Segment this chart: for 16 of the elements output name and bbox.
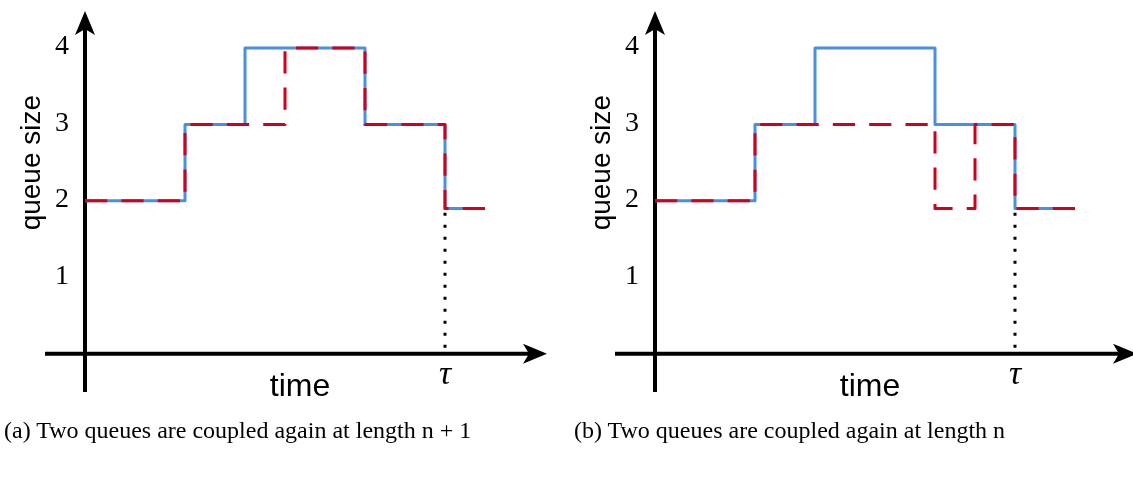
x-tick-label: τ (438, 353, 453, 391)
y-tick-label: 3 (55, 105, 69, 137)
x-axis-title: time (839, 366, 901, 403)
y-tick-label: 1 (55, 258, 69, 290)
y-axis-title: queue size (585, 94, 616, 231)
x-axis-title: time (269, 366, 331, 403)
text: (a) Two queues are coupled again at length n + 1 (4, 417, 472, 443)
y-tick-label: 2 (55, 182, 69, 214)
y-tick-label: 3 (625, 105, 639, 137)
y-tick-label: 4 (625, 29, 639, 61)
y-tick-label: 4 (55, 29, 69, 61)
y-axis-title: queue size (15, 94, 46, 231)
text: (b) Two queues are coupled again at length n (574, 417, 1006, 443)
y-tick-label: 2 (625, 182, 639, 214)
x-tick-label: τ (1008, 353, 1023, 391)
y-tick-label: 1 (625, 258, 639, 290)
